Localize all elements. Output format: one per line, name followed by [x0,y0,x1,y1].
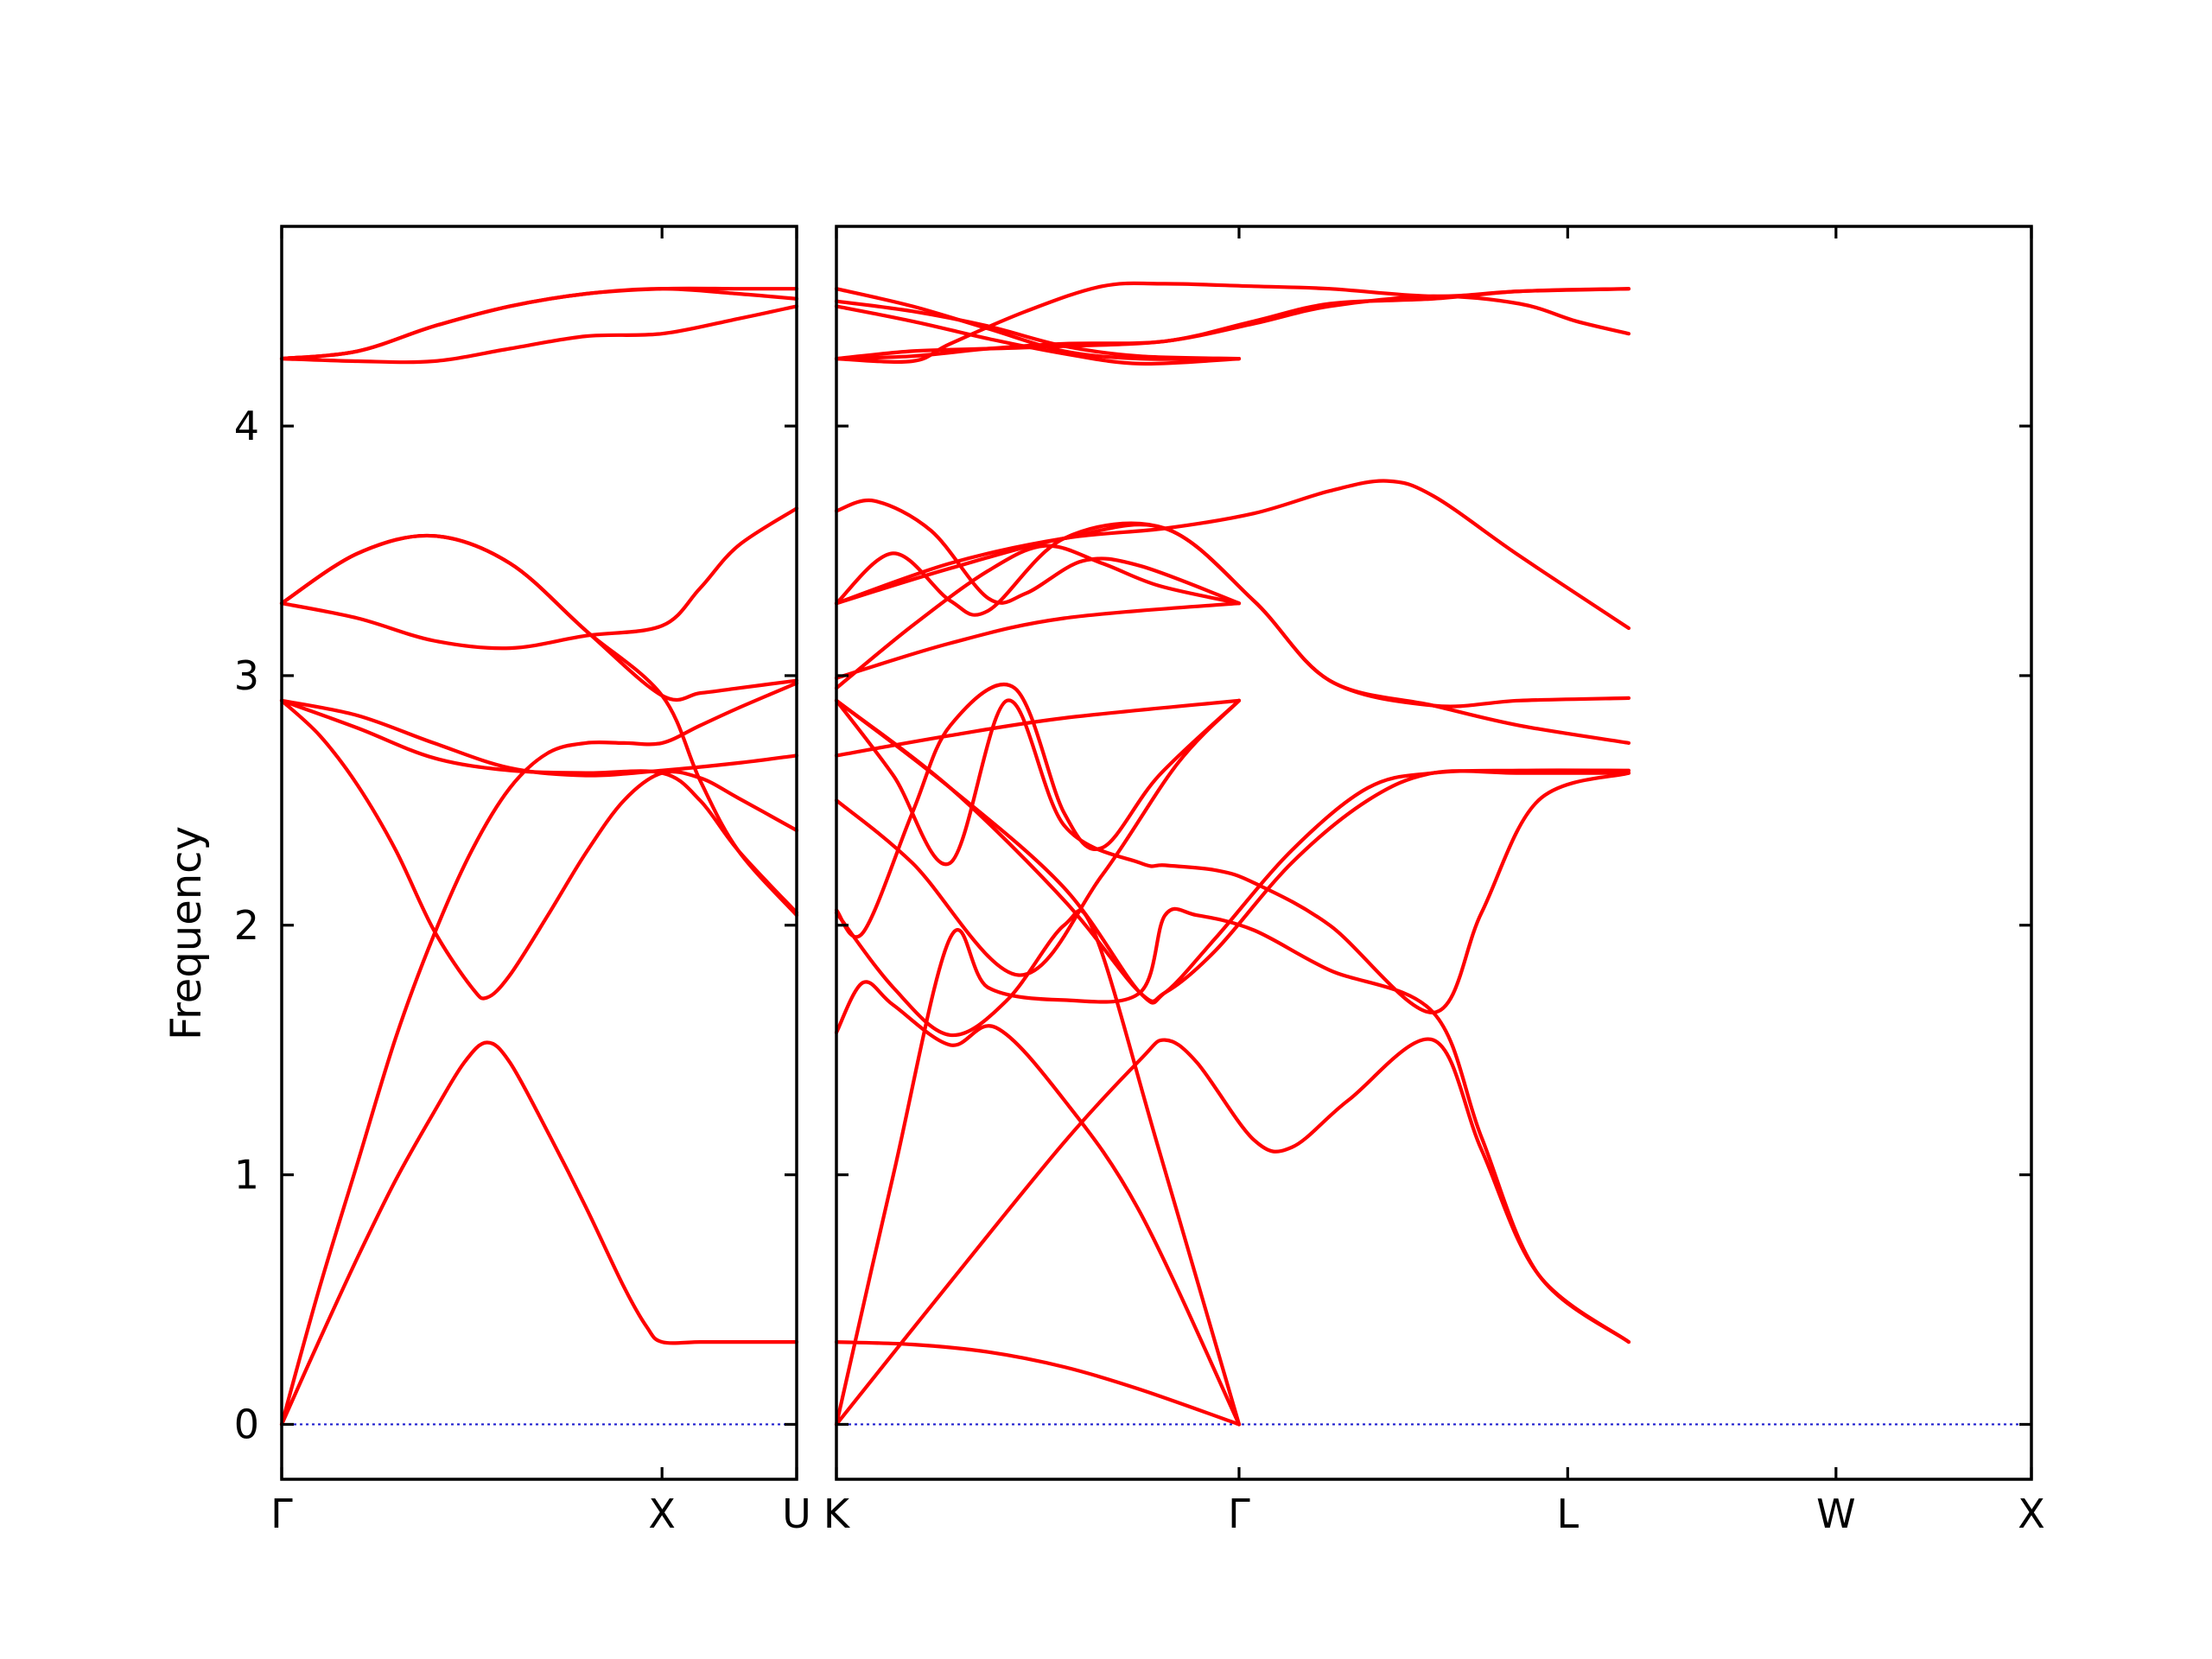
phonon-band-1-10 [834,299,1242,361]
phonon-band-1-0 [834,1340,1242,1427]
phonon-band-1-19 [834,479,1631,631]
phonon-band-0-0 [279,1040,799,1427]
x-tick-label: K [823,1491,851,1537]
x-tick-label: Γ [1228,1491,1250,1537]
axes-frame [280,225,798,1481]
phonon-band-1-16 [834,698,1631,1005]
phonon-band-1-5 [834,698,1242,758]
axes-frame [835,225,2033,1481]
phonon-band-0-7 [279,533,799,918]
phonon-band-1-18 [834,523,1631,745]
phonon-band-1-4 [834,698,1242,977]
phonon-band-1-7 [834,601,1242,680]
y-tick-labels: 0 1 2 3 4 [234,403,259,1447]
y-axis-label: Frequency [162,826,211,1040]
band-lines [279,286,799,1427]
phonon-band-1-2 [834,908,1242,1427]
y-tick-label: 2 [234,902,259,949]
phonon-band-1-11 [834,304,1242,366]
phonon-band-1-15 [834,698,1631,1003]
phonon-band-0-5 [279,506,799,651]
phonon-band-0-1 [279,681,799,1427]
phonon-band-0-2 [279,698,799,1001]
phonon-band-1-12 [834,1037,1631,1427]
y-tick-label: 3 [234,652,259,699]
phonon-band-1-3 [834,682,1242,939]
x-tick-label: L [1556,1491,1579,1537]
phonon-band-0-4 [279,698,799,915]
phonon-band-0-3 [279,698,799,778]
phonon-band-1-1 [834,980,1242,1427]
y-tick-label: 0 [234,1401,259,1447]
x-tick-label: Γ [270,1491,293,1537]
phonon-band-1-6 [834,543,1242,690]
x-tick-label: X [2018,1491,2045,1537]
band-lines [834,281,2031,1427]
phonon-band-1-13 [834,906,1631,1427]
y-tick-label: 4 [234,403,259,449]
phonon-band-1-8 [834,498,1242,606]
phonon-band-1-9 [834,287,1242,361]
phonon-band-1-14 [834,698,1631,1015]
phonon-band-0-10 [279,287,799,361]
phonon-band-0-8 [279,304,799,365]
x-tick-label: X [648,1491,676,1537]
y-tick-label: 1 [234,1152,259,1198]
x-tick-label: W [1816,1491,1855,1537]
phonon-band-1-22 [834,281,1631,364]
x-tick-label: U [782,1491,811,1537]
